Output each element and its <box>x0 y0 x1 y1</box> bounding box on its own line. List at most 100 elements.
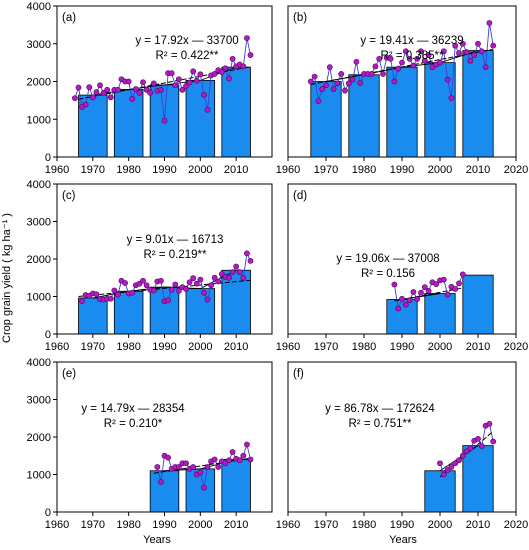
y-tick-label: 1000 <box>27 470 51 482</box>
data-point <box>233 263 240 270</box>
panel-label: (e) <box>62 368 76 380</box>
data-point <box>201 484 207 491</box>
x-tick-label: 2010 <box>224 341 248 353</box>
x-tick-label: 2020 <box>504 164 528 176</box>
data-point <box>204 106 211 113</box>
data-point <box>197 71 204 78</box>
data-point <box>459 452 466 459</box>
x-tick-label: 1960 <box>45 341 69 353</box>
data-point <box>193 280 200 287</box>
data-point <box>97 82 103 89</box>
data-point <box>463 49 470 55</box>
panel-label: (c) <box>62 190 76 202</box>
panel-e: 1960 1970 1980 1990 2000 2010 0 1000 2000 3000 400… <box>27 357 273 531</box>
data-point <box>244 35 250 41</box>
data-point <box>147 89 154 96</box>
data-point <box>132 86 139 92</box>
bar <box>185 288 216 335</box>
data-point <box>399 59 405 66</box>
x-tick-label: 1990 <box>152 341 176 353</box>
bar <box>310 81 342 158</box>
data-point <box>444 76 451 83</box>
data-point <box>226 75 232 82</box>
x-tick-label: 2000 <box>188 519 212 531</box>
x-tick-label: 1960 <box>45 519 69 531</box>
data-point <box>158 479 164 485</box>
data-point <box>326 64 333 71</box>
panel-c: 1960 1970 1980 1990 2000 2010 0 1000 2000 3000 400… <box>27 179 273 353</box>
data-point <box>486 420 493 427</box>
data-point <box>406 297 413 304</box>
x-tick-label: 1970 <box>314 341 338 353</box>
data-point <box>215 278 222 285</box>
y-tick-label: 4000 <box>27 357 51 369</box>
data-point <box>410 62 417 69</box>
data-point <box>175 287 182 294</box>
data-point <box>353 58 360 65</box>
data-point <box>334 80 341 87</box>
data-point <box>319 86 326 92</box>
data-point <box>158 86 164 93</box>
bar <box>424 470 456 513</box>
x-tick-label: 1970 <box>81 341 105 353</box>
panel-d: 1960 1970 1980 1990 2000 2010 2020 (d) y = 19.06… <box>276 183 528 353</box>
x-tick-label: 1980 <box>352 341 376 353</box>
data-point <box>437 59 443 66</box>
data-point <box>222 65 229 72</box>
y-tick-label: 4000 <box>27 1 51 13</box>
panel-b: 1960 1970 1980 1990 2000 2010 2020 (b) y = 19.41… <box>276 5 528 176</box>
data-point <box>236 457 243 464</box>
bar <box>221 66 251 158</box>
data-point <box>440 48 447 55</box>
data-point <box>244 250 250 257</box>
data-point <box>165 297 171 304</box>
data-point <box>307 78 314 85</box>
x-tick-label: 2000 <box>188 341 212 353</box>
bar <box>78 297 108 335</box>
data-point <box>211 274 218 281</box>
data-point <box>129 289 136 296</box>
data-point <box>240 452 247 459</box>
data-point <box>125 78 132 85</box>
data-point <box>342 87 348 94</box>
x-tick-label: 2000 <box>428 519 452 531</box>
data-point <box>338 71 345 77</box>
data-point <box>421 284 428 291</box>
data-point <box>168 70 175 77</box>
data-point <box>421 57 428 64</box>
data-point <box>406 55 413 62</box>
bar <box>149 286 180 335</box>
data-point <box>440 276 447 283</box>
bar <box>348 74 380 158</box>
data-point <box>456 457 462 464</box>
y-axis-label: Crop grain yield ( kg ha⁻¹ ) <box>1 213 13 343</box>
data-point <box>140 277 146 284</box>
x-tick-label: 1970 <box>81 164 105 176</box>
data-point <box>183 460 189 467</box>
data-point <box>323 82 329 89</box>
data-point <box>72 95 78 102</box>
data-point <box>107 295 114 302</box>
trend-line <box>78 279 251 297</box>
x-tick-label: 1990 <box>390 519 414 531</box>
data-point <box>463 448 470 455</box>
data-point <box>79 298 85 304</box>
data-point <box>226 274 232 281</box>
data-point <box>315 98 322 105</box>
data-point <box>186 79 193 86</box>
data-point <box>452 460 459 467</box>
data-point <box>448 464 455 470</box>
data-point <box>190 275 197 282</box>
bar <box>424 293 456 335</box>
data-point <box>211 456 218 463</box>
data-point <box>190 464 197 470</box>
data-point <box>158 277 164 284</box>
data-point <box>444 291 451 298</box>
panel-label: (a) <box>62 12 76 24</box>
data-point <box>368 71 375 77</box>
data-point <box>244 441 250 448</box>
x-tick-label: 2000 <box>428 341 452 353</box>
data-point <box>376 55 383 62</box>
data-point <box>402 48 409 55</box>
panel-f: 1960 1970 1980 1990 2000 2010 2020 (f) y = 86.78… <box>276 361 528 531</box>
